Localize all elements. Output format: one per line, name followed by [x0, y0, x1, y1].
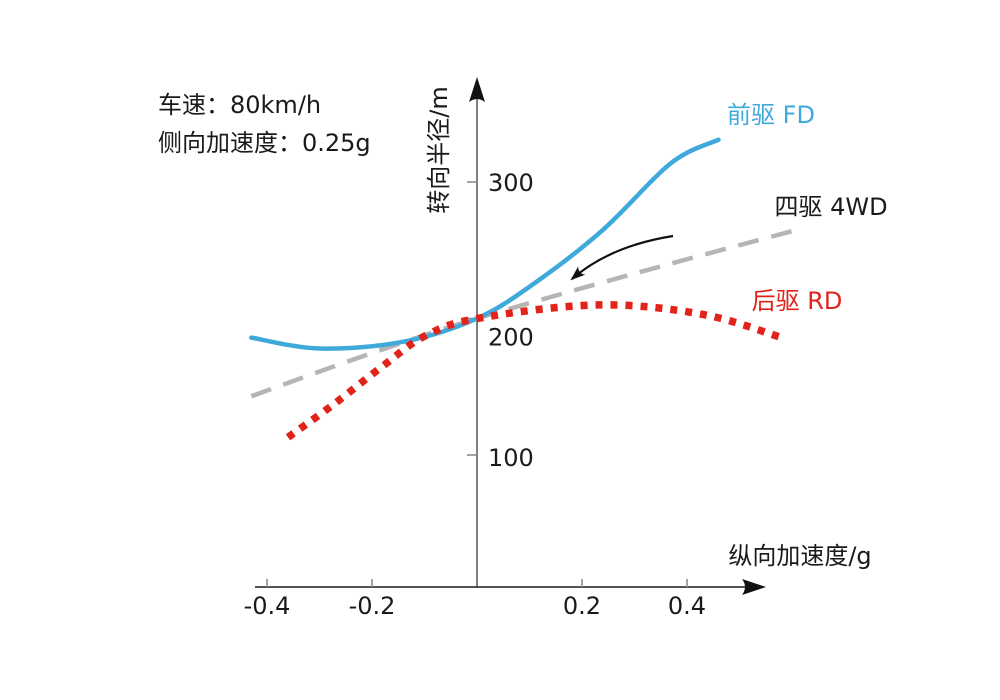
x-axis-arrow-icon — [742, 579, 766, 595]
fd-curve — [249, 137, 721, 351]
x-axis-label: 纵向加速度/g — [728, 542, 871, 570]
x-tick-label: 0.4 — [668, 592, 706, 620]
speed-annotation: 车速：80km/h — [158, 91, 321, 119]
x-tick-label: -0.4 — [244, 592, 291, 620]
x-axis-ticks: -0.4 -0.2 0.2 0.4 — [244, 579, 706, 620]
y-axis-label: 转向半径/m — [425, 86, 453, 213]
y-tick-label: 300 — [488, 169, 534, 197]
y-tick-label: 100 — [488, 444, 534, 472]
y-tick-label: 200 — [488, 324, 534, 352]
y-axis-arrow-icon — [469, 77, 485, 102]
trend-arrow — [570, 234, 674, 281]
series-curves — [249, 137, 804, 441]
rd-curve — [285, 301, 783, 441]
legend-rd-label: 后驱 RD — [752, 287, 843, 315]
y-axis-ticks: 100 200 300 — [467, 169, 534, 472]
lateral-accel-annotation: 侧向加速度：0.25g — [158, 129, 371, 157]
x-tick-label: -0.2 — [349, 592, 396, 620]
legend-fd-label: 前驱 FD — [727, 101, 815, 129]
x-tick-label: 0.2 — [563, 592, 601, 620]
x-axis: -0.4 -0.2 0.2 0.4 纵向加速度/g — [244, 542, 872, 620]
legend-4wd-label: 四驱 4WD — [774, 193, 887, 221]
y-axis: 100 200 300 转向半径/m — [425, 77, 534, 587]
